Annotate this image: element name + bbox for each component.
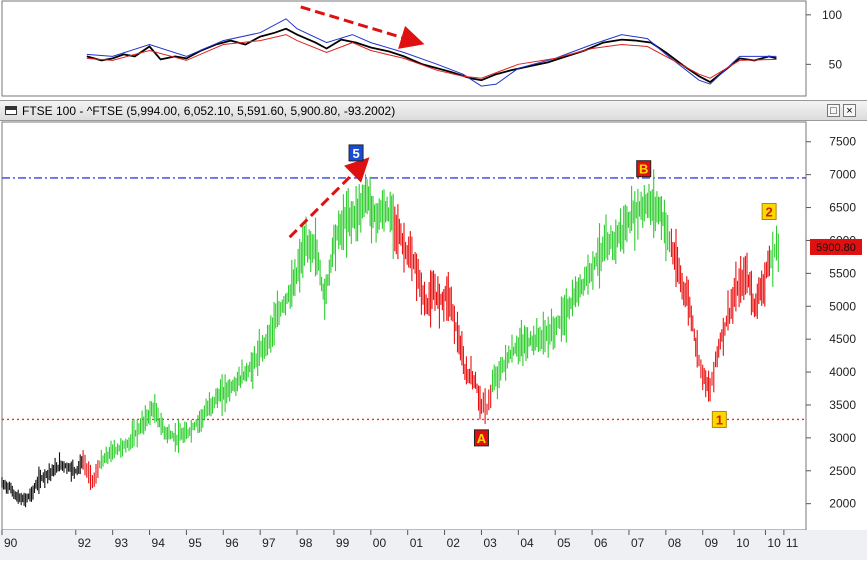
- x-tick-label: 90: [4, 536, 18, 550]
- x-tick-label: 94: [152, 536, 166, 550]
- price-y-tick-label: 7500: [829, 135, 856, 149]
- price-y-tick-label: 7000: [829, 168, 856, 182]
- price-y-tick-label: 6500: [829, 201, 856, 215]
- price-segment-early-bars: [1, 452, 83, 508]
- x-tick-label: 06: [594, 536, 608, 550]
- maximize-button[interactable]: □: [827, 104, 840, 117]
- wave-label-box: [473, 429, 489, 447]
- price-panel-title-bar: FTSE 100 - ^FTSE (5,994.00, 6,052.10, 5,…: [0, 100, 867, 121]
- x-tick-label: 08: [668, 536, 682, 550]
- price-y-tick-label: 3000: [829, 431, 856, 445]
- x-tick-label: 11: [786, 536, 799, 550]
- rising-wedge-arrow: [288, 157, 370, 239]
- x-tick-label: 03: [483, 536, 497, 550]
- wave-label-a: A: [473, 429, 489, 447]
- x-axis-strip: [0, 530, 867, 560]
- price-panel: [1, 169, 806, 508]
- indicator-panel: [86, 18, 777, 87]
- wave-label-text: 1: [716, 412, 723, 427]
- window-icon: [5, 106, 17, 115]
- x-tick-label: 00: [373, 536, 387, 550]
- x-tick-label: 97: [262, 536, 276, 550]
- x-tick-label: 95: [188, 536, 202, 550]
- wave-label-box: [711, 410, 727, 428]
- close-button[interactable]: ×: [843, 104, 856, 117]
- price-y-tick-label: 2000: [829, 497, 856, 511]
- last-price-tag-bg: [810, 238, 862, 255]
- price-y-tick-label: 4500: [829, 332, 856, 346]
- price-segment-down-wave: [670, 228, 770, 402]
- wave-label-text: A: [477, 431, 487, 446]
- wave-label-5: 5: [348, 144, 364, 162]
- x-tick-label: 09: [705, 536, 719, 550]
- price-segment-up-wave: [770, 225, 779, 287]
- x-tick-label: 05: [557, 536, 571, 550]
- wave-label-2: 2: [761, 202, 777, 220]
- wave-label-b: B: [636, 160, 652, 178]
- x-tick-label: 10: [736, 536, 750, 550]
- price-plot-frame: [1, 121, 807, 531]
- x-tick-label: 96: [225, 536, 239, 550]
- indicator-divergence-arrow: [300, 5, 425, 49]
- indicator-series-main: [86, 27, 777, 84]
- indicator-y-tick-label: 100: [822, 8, 842, 22]
- x-tick-label: 10: [767, 536, 781, 550]
- annotations: 5 B 2 A 1 5900.80: [288, 5, 862, 447]
- price-panel-title: FTSE 100 - ^FTSE (5,994.00, 6,052.10, 5,…: [22, 104, 396, 118]
- price-segment-up-wave: [99, 174, 394, 470]
- wave-label-box: [348, 144, 364, 162]
- wave-label-text: 5: [352, 146, 359, 161]
- price-segment-down-wave: [394, 204, 492, 424]
- price-segment-up-wave: [491, 169, 671, 400]
- x-tick-label: 93: [115, 536, 129, 550]
- axes: 1005075007000650060005500500045004000350…: [1, 8, 856, 550]
- wave-label-text: 2: [766, 204, 773, 219]
- wave-label-box: [761, 202, 777, 220]
- x-tick-label: 98: [299, 536, 313, 550]
- price-y-tick-label: 5000: [829, 299, 856, 313]
- indicator-y-tick-label: 50: [829, 57, 843, 71]
- price-y-tick-label: 2500: [829, 464, 856, 478]
- x-tick-label: 04: [520, 536, 534, 550]
- wave-label-text: B: [639, 162, 648, 177]
- x-tick-label: 01: [410, 536, 424, 550]
- x-tick-label: 07: [631, 536, 645, 550]
- price-y-tick-label: 3500: [829, 398, 856, 412]
- wave-label-box: [636, 160, 652, 178]
- indicator-plot-frame: [1, 0, 807, 97]
- x-tick-label: 92: [78, 536, 92, 550]
- x-tick-label: 99: [336, 536, 350, 550]
- price-y-tick-label: 5500: [829, 266, 856, 280]
- price-y-tick-label: 4000: [829, 365, 856, 379]
- wave-label-1: 1: [711, 410, 727, 428]
- x-tick-label: 02: [447, 536, 461, 550]
- price-segment-down-wave: [82, 450, 99, 490]
- last-price-tag: 5900.80: [816, 242, 856, 254]
- indicator-series-red: [86, 34, 777, 79]
- indicator-series-blue: [86, 18, 777, 87]
